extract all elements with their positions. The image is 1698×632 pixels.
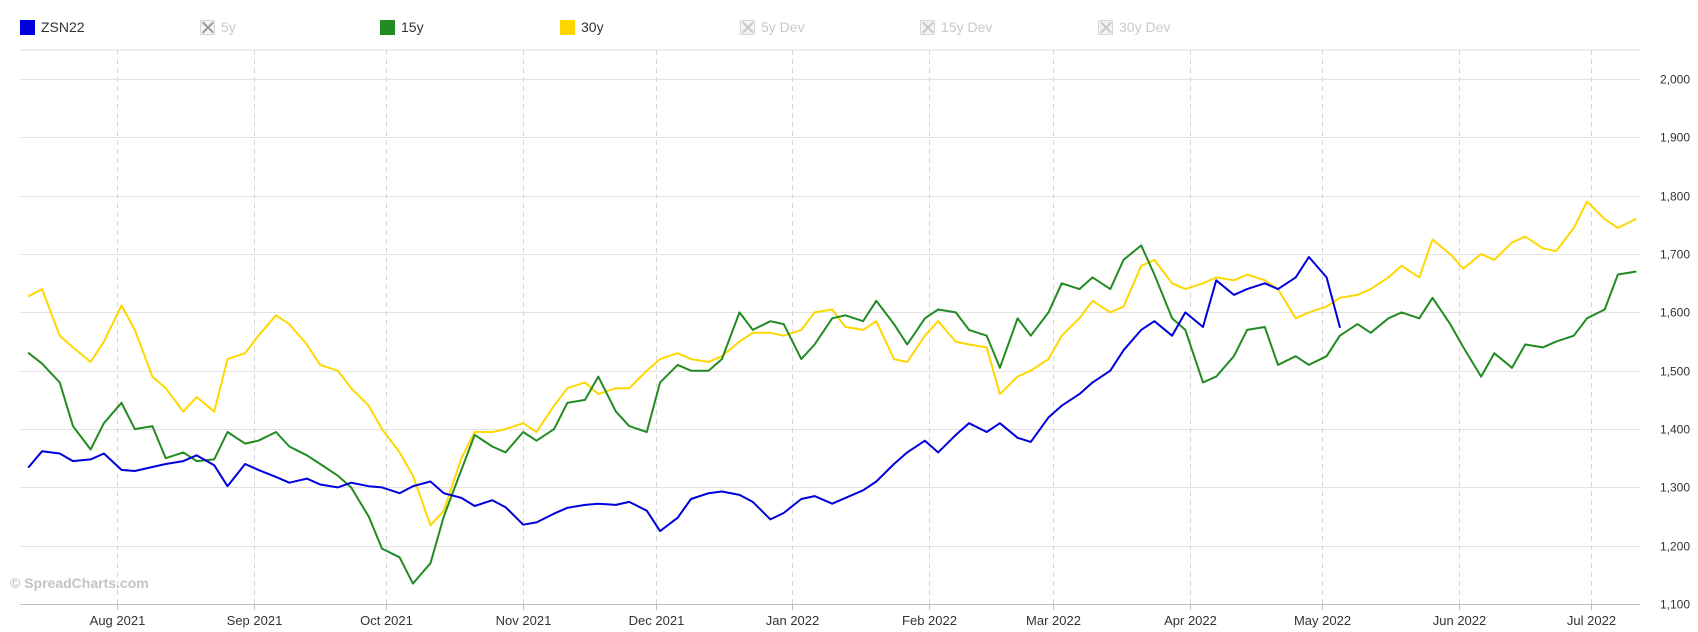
legend-item-15y-dev[interactable]: 15y Dev [920,17,992,37]
x-tick-label: Jan 2022 [766,613,820,628]
x-tick-label: May 2022 [1294,613,1351,628]
legend-item-15y[interactable]: 15y [380,17,424,37]
y-tick-label: 1,300 [1660,481,1690,495]
series-line-30y [27,200,1637,527]
x-tick-label: Mar 2022 [1026,613,1081,628]
y-tick-label: 1,400 [1660,423,1690,437]
legend-item-5y-dev[interactable]: 5y Dev [740,17,805,37]
legend-swatch [1098,19,1113,35]
x-tick-label: Sep 2021 [227,613,283,628]
legend-item-zsn22[interactable]: ZSN22 [20,17,85,37]
legend-swatch [920,19,935,35]
legend-item-30y[interactable]: 30y [560,17,604,37]
y-tick-label: 1,500 [1660,365,1690,379]
x-tick-label: Oct 2021 [360,613,413,628]
grid-lines [20,49,1640,610]
y-tick-label: 1,200 [1660,540,1690,554]
legend-swatch [380,19,395,35]
x-tick-label: Nov 2021 [496,613,552,628]
legend-label: 5y [221,19,236,35]
legend-item-30y-dev[interactable]: 30y Dev [1098,17,1170,37]
legend-label: ZSN22 [41,19,85,35]
series-line-zsn22 [27,256,1341,533]
y-tick-label: 1,800 [1660,190,1690,204]
legend-label: 30y Dev [1119,19,1171,35]
legend-swatch [740,19,755,35]
x-tick-label: Apr 2022 [1164,613,1217,628]
axis-labels: 1,100 1,200 1,300 1,400 1,500 1,600 1,700 1,800… [90,73,1691,629]
x-tick-label: Feb 2022 [902,613,957,628]
y-tick-label: 2,000 [1660,73,1690,87]
chart-legend: ZSN22 5y 15y 30y 5y Dev 15y Dev 30y Dev [0,0,1698,50]
x-tick-label: Jun 2022 [1433,613,1487,628]
legend-label: 30y [581,19,604,35]
legend-label: 15y [401,19,424,35]
legend-label: 5y Dev [761,19,805,35]
legend-swatch [200,19,215,35]
series-lines [27,200,1637,585]
legend-swatch [20,19,35,35]
legend-item-5y[interactable]: 5y [200,17,236,37]
watermark-text: © SpreadCharts.com [10,575,149,591]
y-tick-label: 1,600 [1660,306,1690,320]
x-tick-label: Jul 2022 [1567,613,1616,628]
y-tick-label: 1,100 [1660,598,1690,612]
series-line-15y [27,244,1637,585]
y-tick-label: 1,900 [1660,131,1690,145]
y-tick-label: 1,700 [1660,248,1690,262]
legend-swatch [560,19,575,35]
x-tick-label: Aug 2021 [90,613,146,628]
x-tick-label: Dec 2021 [629,613,685,628]
legend-label: 15y Dev [941,19,993,35]
